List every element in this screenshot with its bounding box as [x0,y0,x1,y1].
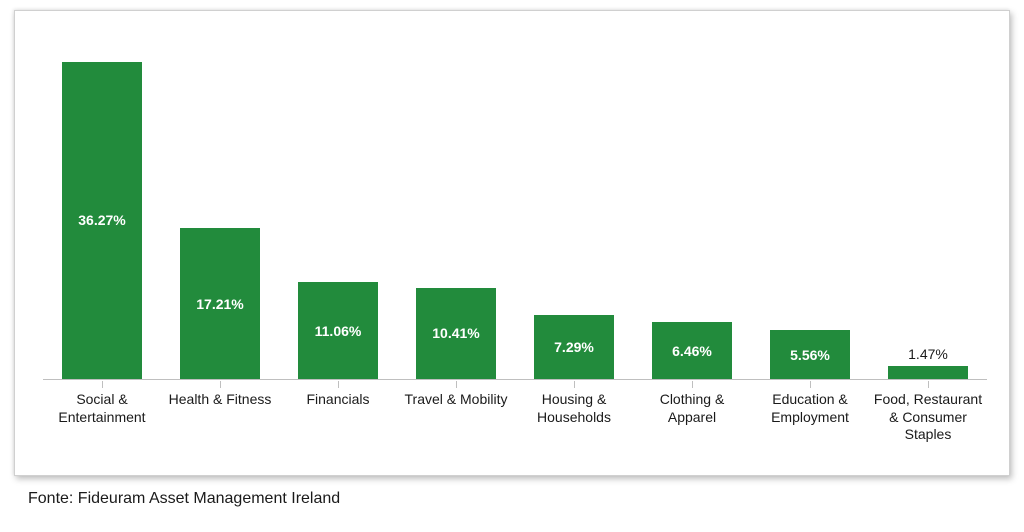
category-label: Housing & Households [515,391,633,444]
bar-column: 10.41% [397,29,515,379]
bar-value-label: 36.27% [76,212,127,228]
bar: 11.06% [298,282,378,379]
bar: 5.56% [770,330,850,379]
bar [888,366,968,379]
bar-column: 5.56% [751,29,869,379]
category-label: Financials [279,391,397,444]
category-label: Social & Entertainment [43,391,161,444]
category-label: Education & Employment [751,391,869,444]
bar-column: 1.47% [869,29,987,379]
bar: 6.46% [652,322,732,379]
bar-column: 36.27% [43,29,161,379]
bar-value-label: 10.41% [430,325,481,341]
axis-tick [928,381,929,388]
axis-labels: Social & EntertainmentHealth & FitnessFi… [43,391,987,444]
chart-card: 36.27% 17.21% 11.06% 10.41% 7.29% 6.46% 5.56% 1… [14,10,1010,476]
bar-value-label: 6.46% [670,343,714,359]
axis-tick [338,381,339,388]
bar-value-label: 5.56% [788,347,832,363]
bar-value-label: 11.06% [313,323,364,339]
bar-chart: 36.27% 17.21% 11.06% 10.41% 7.29% 6.46% 5.56% 1… [43,29,987,465]
bar-value-label: 1.47% [908,346,948,362]
axis-tick [574,381,575,388]
source-line: Fonte: Fideuram Asset Management Ireland [28,490,1010,508]
bar-value-label: 7.29% [552,339,596,355]
axis-tick [102,381,103,388]
category-label: Health & Fitness [161,391,279,444]
bar: 17.21% [180,228,260,379]
axis-tick [220,381,221,388]
axis-tick [692,381,693,388]
category-label: Food, Restaurant & Consumer Staples [869,391,987,444]
bar-column: 7.29% [515,29,633,379]
category-label: Clothing & Apparel [633,391,751,444]
bar: 7.29% [534,315,614,379]
plot-area: 36.27% 17.21% 11.06% 10.41% 7.29% 6.46% 5.56% 1… [43,29,987,380]
axis-tick [810,381,811,388]
bar-column: 6.46% [633,29,751,379]
axis-ticks [43,381,987,389]
bar-column: 11.06% [279,29,397,379]
bar: 10.41% [416,288,496,379]
axis-tick [456,381,457,388]
bar: 36.27% [62,62,142,379]
category-label: Travel & Mobility [397,391,515,444]
bar-column: 17.21% [161,29,279,379]
bar-value-label: 17.21% [194,296,245,312]
